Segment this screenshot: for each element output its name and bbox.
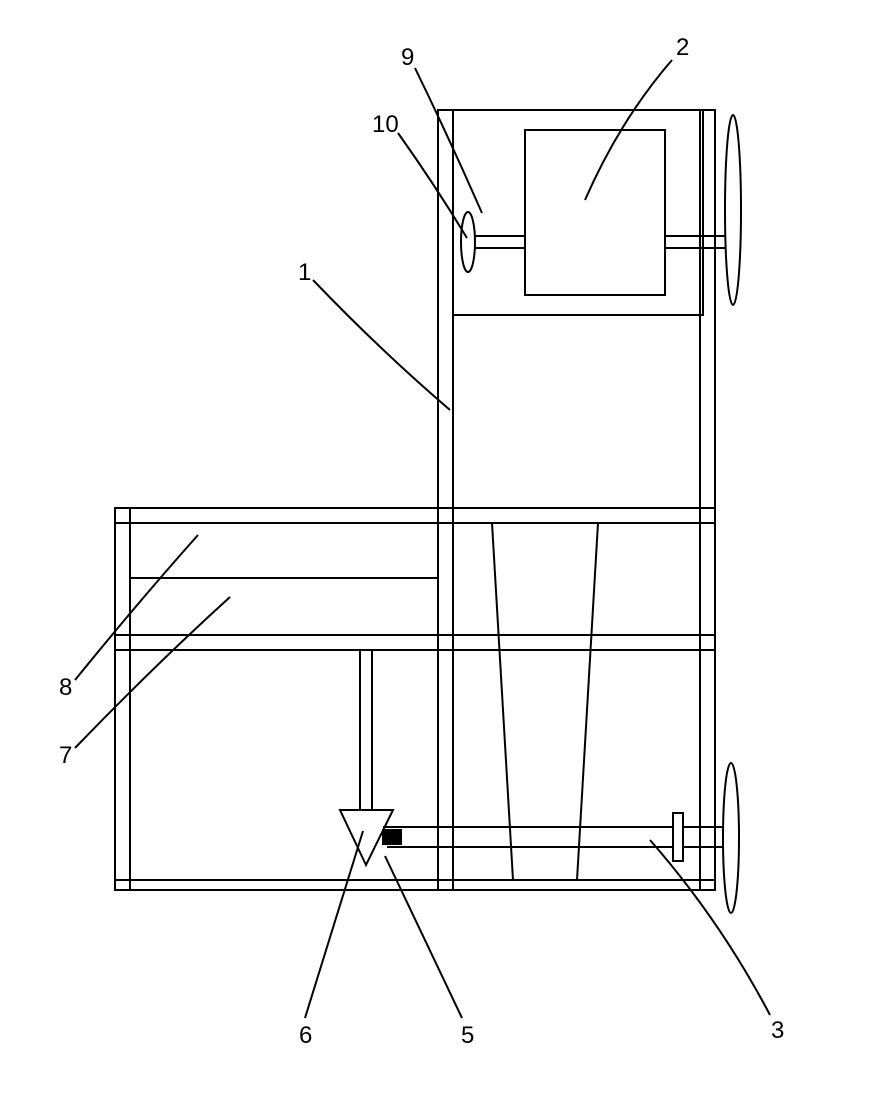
leader-6 xyxy=(305,831,363,1018)
left-pillar xyxy=(438,110,453,890)
left-disk xyxy=(461,212,475,272)
diagram-svg: 1 2 3 5 6 7 8 9 10 xyxy=(0,0,872,1100)
leader-1 xyxy=(313,280,450,410)
right-disk-upper xyxy=(725,115,741,305)
table-apron xyxy=(130,523,438,578)
leader-3 xyxy=(650,840,770,1015)
motor-block xyxy=(525,130,665,295)
leader-10 xyxy=(398,133,467,238)
table-top xyxy=(115,508,715,523)
label-1: 1 xyxy=(298,259,311,286)
label-7: 7 xyxy=(59,742,72,769)
right-disk-lower xyxy=(723,763,739,913)
leader-7 xyxy=(75,597,230,748)
label-10: 10 xyxy=(372,111,399,138)
black-block xyxy=(383,830,401,844)
label-8: 8 xyxy=(59,674,72,701)
label-3: 3 xyxy=(771,1017,784,1044)
cross-bar xyxy=(115,635,715,650)
center-leg xyxy=(360,650,372,810)
leader-8 xyxy=(75,535,198,680)
bottom-bar xyxy=(115,880,715,890)
label-5: 5 xyxy=(461,1022,474,1049)
mount-block xyxy=(673,813,683,861)
label-9: 9 xyxy=(401,44,414,71)
label-6: 6 xyxy=(299,1022,312,1049)
leader-9 xyxy=(415,68,482,213)
label-2: 2 xyxy=(676,34,689,61)
technical-diagram: 1 2 3 5 6 7 8 9 10 xyxy=(0,0,872,1100)
